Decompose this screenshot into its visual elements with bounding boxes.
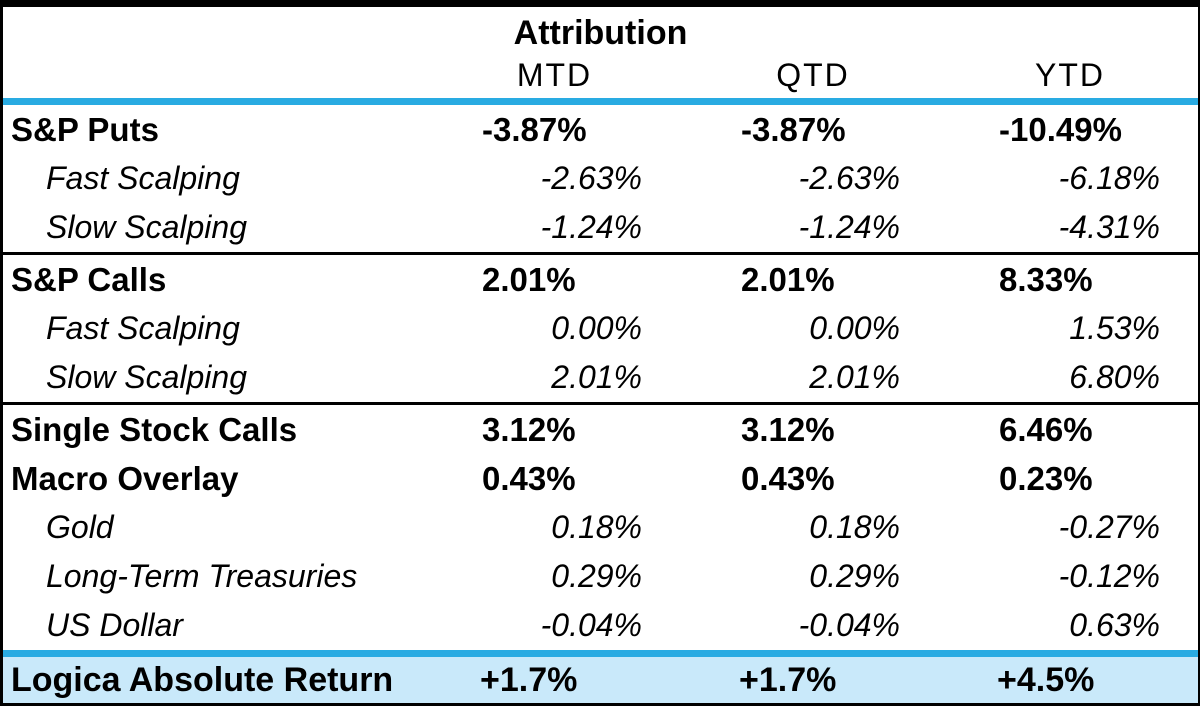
- total-row: Logica Absolute Return +1.7% +1.7% +4.5%: [3, 650, 1198, 703]
- table-row: US Dollar -0.04% -0.04% 0.63%: [3, 601, 1198, 650]
- row-label: Single Stock Calls: [11, 410, 298, 448]
- column-headers: MTD QTD YTD: [3, 55, 1198, 95]
- total-cell-mtd: +1.7%: [480, 660, 578, 699]
- table-body: S&P Puts -3.87% -3.87% -10.49% Fast Scalping…: [3, 105, 1198, 650]
- row-label: Macro Overlay: [11, 459, 239, 497]
- cell-qtd: 0.29%: [809, 558, 900, 594]
- table-row: Fast Scalping -2.63% -2.63% -6.18%: [3, 154, 1198, 203]
- cell-ytd: -6.18%: [1058, 160, 1160, 196]
- cell-ytd: 0.63%: [1069, 607, 1160, 643]
- cell-ytd: -4.31%: [1058, 209, 1160, 245]
- section-divider: [3, 252, 1198, 255]
- total-cell-ytd: +4.5%: [997, 660, 1095, 699]
- total-row-label: Logica Absolute Return: [11, 660, 394, 699]
- row-label: Fast Scalping: [46, 310, 240, 346]
- cell-qtd: 3.12%: [741, 410, 835, 448]
- cell-ytd: -10.49%: [999, 110, 1122, 148]
- row-label: Slow Scalping: [46, 209, 247, 245]
- cell-mtd: 0.18%: [551, 509, 642, 545]
- cell-qtd: -3.87%: [741, 110, 846, 148]
- cell-ytd: -0.27%: [1058, 509, 1160, 545]
- cell-qtd: -1.24%: [798, 209, 900, 245]
- cell-qtd: -2.63%: [798, 160, 900, 196]
- cell-mtd: 3.12%: [482, 410, 576, 448]
- cell-mtd: -0.04%: [540, 607, 642, 643]
- table-row: Long-Term Treasuries 0.29% 0.29% -0.12%: [3, 552, 1198, 601]
- cell-qtd: 0.18%: [809, 509, 900, 545]
- cell-mtd: -3.87%: [482, 110, 587, 148]
- cell-ytd: -0.12%: [1058, 558, 1160, 594]
- cell-qtd: 0.43%: [741, 459, 835, 497]
- column-header-spacer: [3, 55, 425, 95]
- section-divider: [3, 402, 1198, 405]
- table-row: Slow Scalping 2.01% 2.01% 6.80%: [3, 353, 1198, 402]
- table-row: Gold 0.18% 0.18% -0.27%: [3, 503, 1198, 552]
- cell-mtd: -2.63%: [540, 160, 642, 196]
- cell-ytd: 6.80%: [1069, 359, 1160, 395]
- table-row: Macro Overlay 0.43% 0.43% 0.23%: [3, 454, 1198, 503]
- cell-qtd: -0.04%: [798, 607, 900, 643]
- cell-mtd: -1.24%: [540, 209, 642, 245]
- total-cell-qtd: +1.7%: [739, 660, 837, 699]
- cell-ytd: 6.46%: [999, 410, 1093, 448]
- accent-line-top: [3, 98, 1198, 105]
- table-row: Fast Scalping 0.00% 0.00% 1.53%: [3, 304, 1198, 353]
- column-header-ytd: YTD: [1035, 57, 1105, 93]
- cell-ytd: 0.23%: [999, 459, 1093, 497]
- cell-mtd: 0.00%: [551, 310, 642, 346]
- row-label: S&P Puts: [11, 110, 159, 148]
- table-row: S&P Puts -3.87% -3.87% -10.49%: [3, 105, 1198, 154]
- column-header-qtd: QTD: [776, 57, 850, 93]
- table-row: Single Stock Calls 3.12% 3.12% 6.46%: [3, 405, 1198, 454]
- column-header-mtd: MTD: [516, 57, 593, 93]
- row-label: Fast Scalping: [46, 160, 240, 196]
- table-title: Attribution: [513, 14, 688, 52]
- cell-ytd: 1.53%: [1069, 310, 1160, 346]
- row-label: US Dollar: [46, 607, 183, 643]
- cell-ytd: 8.33%: [999, 260, 1093, 298]
- cell-mtd: 2.01%: [482, 260, 576, 298]
- cell-qtd: 2.01%: [809, 359, 900, 395]
- row-label: Long-Term Treasuries: [46, 558, 358, 594]
- cell-mtd: 0.29%: [551, 558, 642, 594]
- cell-qtd: 2.01%: [741, 260, 835, 298]
- table-header: Attribution MTD QTD YTD: [3, 7, 1198, 98]
- cell-mtd: 0.43%: [482, 459, 576, 497]
- row-label: S&P Calls: [11, 260, 167, 298]
- cell-qtd: 0.00%: [809, 310, 900, 346]
- table-row: S&P Calls 2.01% 2.01% 8.33%: [3, 255, 1198, 304]
- row-label: Slow Scalping: [46, 359, 247, 395]
- table-row: Slow Scalping -1.24% -1.24% -4.31%: [3, 203, 1198, 252]
- cell-mtd: 2.01%: [551, 359, 642, 395]
- row-label: Gold: [46, 509, 114, 545]
